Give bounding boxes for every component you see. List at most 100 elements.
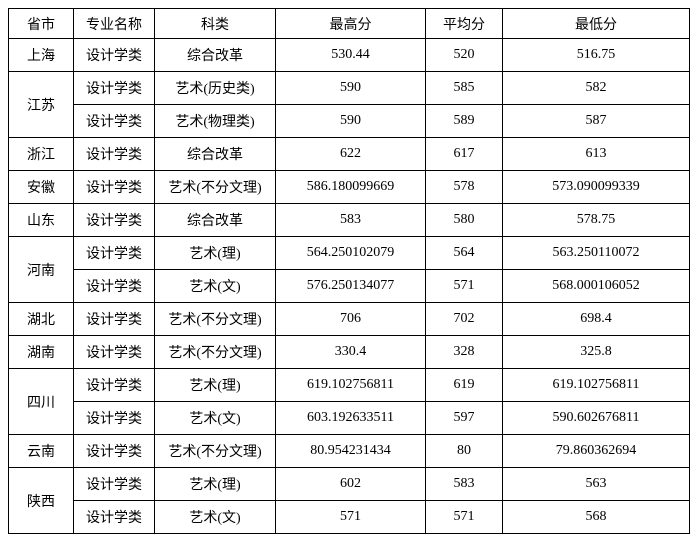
cell-min: 582 xyxy=(503,72,690,105)
cell-category: 艺术(文) xyxy=(155,270,276,303)
cell-major: 设计学类 xyxy=(74,369,155,402)
cell-category: 艺术(不分文理) xyxy=(155,171,276,204)
cell-min: 516.75 xyxy=(503,39,690,72)
table-row: 四川设计学类艺术(理)619.102756811619619.102756811 xyxy=(9,369,690,402)
cell-min: 619.102756811 xyxy=(503,369,690,402)
cell-avg: 585 xyxy=(426,72,503,105)
cell-avg: 328 xyxy=(426,336,503,369)
cell-max: 602 xyxy=(276,468,426,501)
header-major: 专业名称 xyxy=(74,9,155,39)
admission-scores-table: 省市 专业名称 科类 最高分 平均分 最低分 上海设计学类综合改革530.445… xyxy=(8,8,690,534)
cell-avg: 597 xyxy=(426,402,503,435)
cell-major: 设计学类 xyxy=(74,138,155,171)
table-row: 河南设计学类艺术(理)564.250102079564563.250110072 xyxy=(9,237,690,270)
table-row: 浙江设计学类综合改革622617613 xyxy=(9,138,690,171)
header-min: 最低分 xyxy=(503,9,690,39)
header-max: 最高分 xyxy=(276,9,426,39)
cell-avg: 578 xyxy=(426,171,503,204)
cell-max: 603.192633511 xyxy=(276,402,426,435)
cell-avg: 619 xyxy=(426,369,503,402)
table-row: 陕西设计学类艺术(理)602583563 xyxy=(9,468,690,501)
cell-min: 568 xyxy=(503,501,690,534)
table-row: 安徽设计学类艺术(不分文理)586.180099669578573.090099… xyxy=(9,171,690,204)
cell-province: 江苏 xyxy=(9,72,74,138)
header-category: 科类 xyxy=(155,9,276,39)
cell-category: 艺术(历史类) xyxy=(155,72,276,105)
cell-province: 陕西 xyxy=(9,468,74,534)
cell-major: 设计学类 xyxy=(74,303,155,336)
cell-min: 79.860362694 xyxy=(503,435,690,468)
table-row: 设计学类艺术(文)576.250134077571568.000106052 xyxy=(9,270,690,303)
cell-min: 563 xyxy=(503,468,690,501)
table-row: 云南设计学类艺术(不分文理)80.9542314348079.860362694 xyxy=(9,435,690,468)
cell-min: 573.090099339 xyxy=(503,171,690,204)
table-body: 上海设计学类综合改革530.44520516.75江苏设计学类艺术(历史类)59… xyxy=(9,39,690,534)
cell-province: 浙江 xyxy=(9,138,74,171)
cell-min: 698.4 xyxy=(503,303,690,336)
cell-category: 艺术(物理类) xyxy=(155,105,276,138)
cell-major: 设计学类 xyxy=(74,39,155,72)
cell-category: 综合改革 xyxy=(155,138,276,171)
cell-category: 艺术(文) xyxy=(155,402,276,435)
cell-min: 325.8 xyxy=(503,336,690,369)
table-header-row: 省市 专业名称 科类 最高分 平均分 最低分 xyxy=(9,9,690,39)
cell-max: 590 xyxy=(276,72,426,105)
cell-major: 设计学类 xyxy=(74,468,155,501)
cell-major: 设计学类 xyxy=(74,435,155,468)
cell-major: 设计学类 xyxy=(74,402,155,435)
table-row: 江苏设计学类艺术(历史类)590585582 xyxy=(9,72,690,105)
table-row: 设计学类艺术(文)603.192633511597590.602676811 xyxy=(9,402,690,435)
cell-max: 330.4 xyxy=(276,336,426,369)
table-row: 山东设计学类综合改革583580578.75 xyxy=(9,204,690,237)
table-row: 上海设计学类综合改革530.44520516.75 xyxy=(9,39,690,72)
cell-min: 587 xyxy=(503,105,690,138)
cell-min: 568.000106052 xyxy=(503,270,690,303)
cell-major: 设计学类 xyxy=(74,270,155,303)
table-row: 湖南设计学类艺术(不分文理)330.4328325.8 xyxy=(9,336,690,369)
cell-avg: 589 xyxy=(426,105,503,138)
cell-category: 综合改革 xyxy=(155,39,276,72)
cell-province: 湖南 xyxy=(9,336,74,369)
cell-major: 设计学类 xyxy=(74,171,155,204)
cell-avg: 583 xyxy=(426,468,503,501)
cell-major: 设计学类 xyxy=(74,72,155,105)
cell-major: 设计学类 xyxy=(74,501,155,534)
table-row: 湖北设计学类艺术(不分文理)706702698.4 xyxy=(9,303,690,336)
cell-max: 571 xyxy=(276,501,426,534)
cell-avg: 80 xyxy=(426,435,503,468)
cell-max: 564.250102079 xyxy=(276,237,426,270)
cell-max: 576.250134077 xyxy=(276,270,426,303)
cell-major: 设计学类 xyxy=(74,237,155,270)
cell-category: 艺术(不分文理) xyxy=(155,303,276,336)
cell-province: 云南 xyxy=(9,435,74,468)
table-row: 设计学类艺术(物理类)590589587 xyxy=(9,105,690,138)
cell-category: 艺术(理) xyxy=(155,468,276,501)
cell-category: 艺术(不分文理) xyxy=(155,435,276,468)
cell-min: 563.250110072 xyxy=(503,237,690,270)
cell-major: 设计学类 xyxy=(74,336,155,369)
cell-avg: 580 xyxy=(426,204,503,237)
table-row: 设计学类艺术(文)571571568 xyxy=(9,501,690,534)
header-avg: 平均分 xyxy=(426,9,503,39)
cell-max: 80.954231434 xyxy=(276,435,426,468)
cell-category: 艺术(文) xyxy=(155,501,276,534)
cell-max: 530.44 xyxy=(276,39,426,72)
cell-avg: 571 xyxy=(426,270,503,303)
cell-max: 586.180099669 xyxy=(276,171,426,204)
cell-province: 河南 xyxy=(9,237,74,303)
cell-max: 590 xyxy=(276,105,426,138)
cell-max: 706 xyxy=(276,303,426,336)
cell-min: 613 xyxy=(503,138,690,171)
cell-category: 艺术(理) xyxy=(155,237,276,270)
cell-avg: 571 xyxy=(426,501,503,534)
header-province: 省市 xyxy=(9,9,74,39)
cell-avg: 617 xyxy=(426,138,503,171)
cell-avg: 564 xyxy=(426,237,503,270)
cell-category: 综合改革 xyxy=(155,204,276,237)
cell-min: 578.75 xyxy=(503,204,690,237)
cell-category: 艺术(不分文理) xyxy=(155,336,276,369)
cell-province: 湖北 xyxy=(9,303,74,336)
cell-major: 设计学类 xyxy=(74,105,155,138)
cell-province: 山东 xyxy=(9,204,74,237)
cell-max: 583 xyxy=(276,204,426,237)
